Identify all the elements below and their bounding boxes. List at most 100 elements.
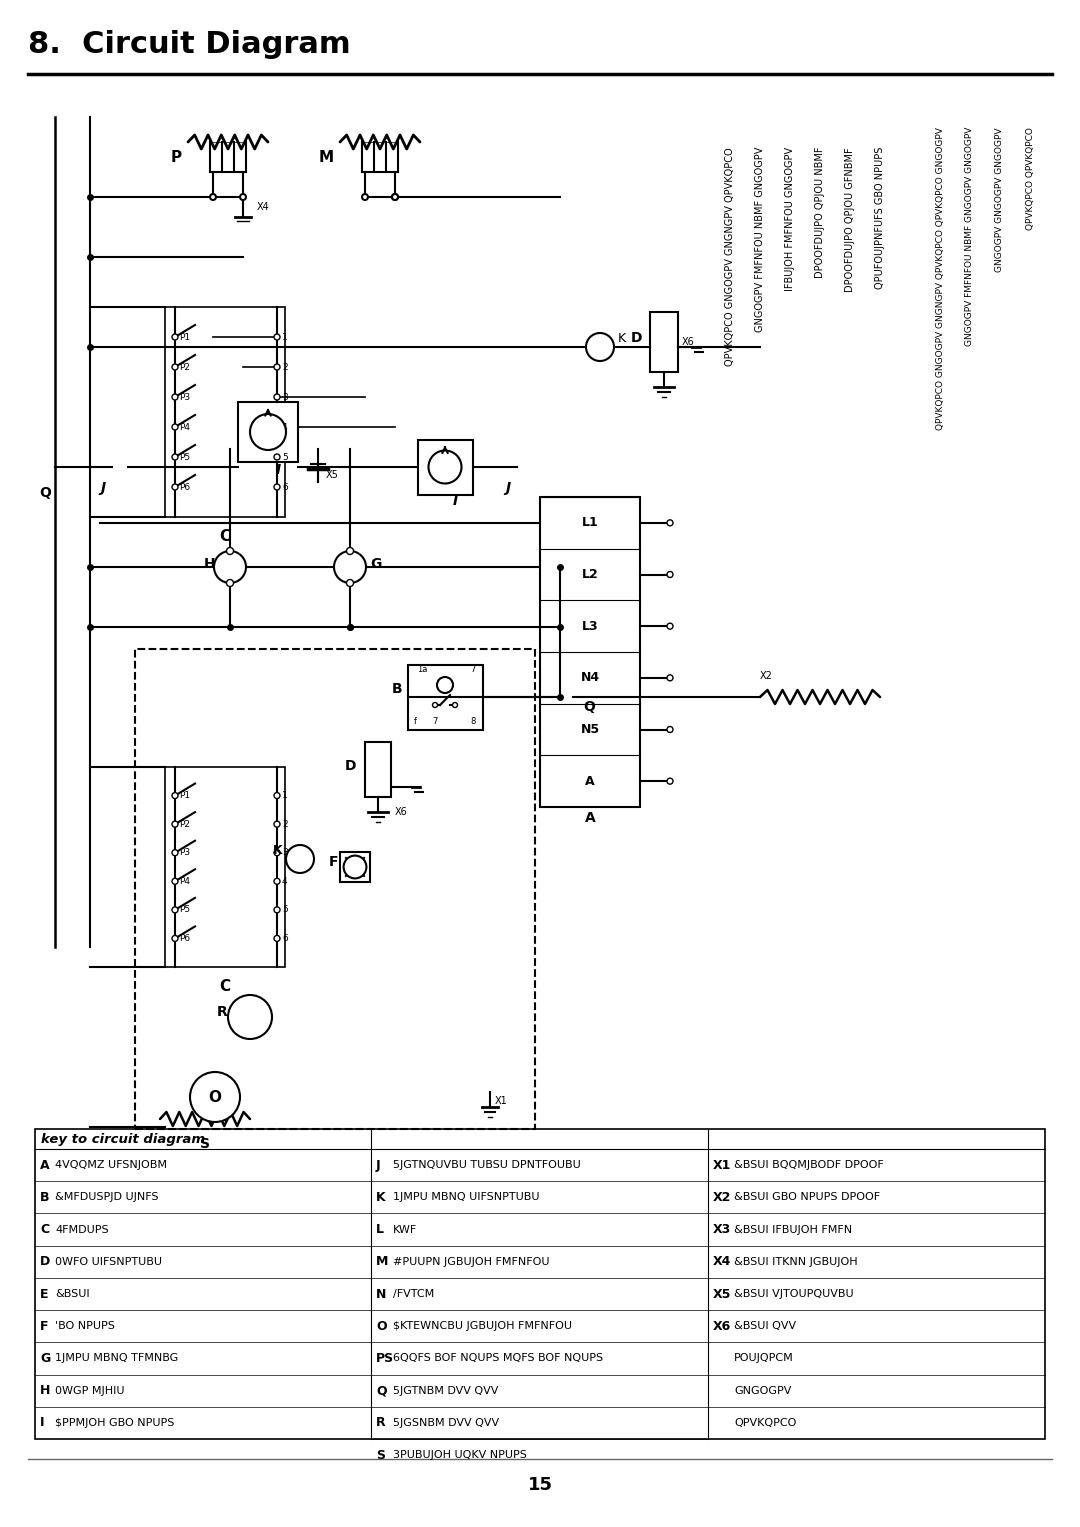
Text: 4: 4 [282,876,287,886]
Text: &BSUI BQQMJBODF DPOOF: &BSUI BQQMJBODF DPOOF [734,1161,883,1170]
Text: 2: 2 [282,362,287,371]
Text: PS: PS [376,1351,394,1365]
Text: &BSUI VJTOUPQUVBU: &BSUI VJTOUPQUVBU [734,1289,853,1299]
Circle shape [172,793,178,799]
Circle shape [249,414,286,450]
Text: X5: X5 [326,470,339,479]
Text: C: C [219,528,230,544]
Text: X1: X1 [495,1096,508,1106]
Text: 8: 8 [470,718,475,727]
Text: R: R [217,1005,228,1019]
Text: X5: X5 [713,1287,731,1301]
Text: POUJQPCM: POUJQPCM [734,1353,794,1364]
Circle shape [228,996,272,1038]
Circle shape [362,194,368,200]
Circle shape [274,936,280,942]
Text: K: K [618,333,626,345]
Bar [650,312,678,373]
Text: 6: 6 [282,935,287,944]
Text: /FVTCM: /FVTCM [393,1289,434,1299]
Circle shape [343,855,366,878]
Text: M: M [376,1255,389,1269]
Text: P: P [171,150,183,165]
Text: O: O [208,1089,221,1104]
Circle shape [274,849,280,855]
Text: &MFDUSPJD UJNFS: &MFDUSPJD UJNFS [55,1193,159,1202]
Circle shape [667,519,673,525]
Text: X6: X6 [681,337,694,347]
Text: #PUUPN JGBUJOH FMFNFOU: #PUUPN JGBUJOH FMFNFOU [393,1257,550,1267]
Text: 5JGSNBM DVV QVV: 5JGSNBM DVV QVV [393,1419,499,1428]
Text: key to circuit diagram: key to circuit diagram [41,1133,205,1145]
Text: R: R [376,1417,386,1429]
Text: 3: 3 [282,847,287,857]
Circle shape [172,484,178,490]
Circle shape [274,334,280,341]
Circle shape [286,844,314,873]
Circle shape [667,779,673,785]
Text: 5JGTNQUVBU TUBSU DPNTFOUBU: 5JGTNQUVBU TUBSU DPNTFOUBU [393,1161,581,1170]
Text: 3PUBUJOH UQKV NPUPS: 3PUBUJOH UQKV NPUPS [393,1451,527,1460]
Ellipse shape [114,452,125,481]
Text: P2: P2 [179,820,190,829]
Text: C: C [40,1223,49,1235]
Text: X2: X2 [713,1191,731,1203]
Bar [407,664,483,730]
Text: 6QQFS BOF NQUPS MQFS BOF NQUPS: 6QQFS BOF NQUPS MQFS BOF NQUPS [393,1353,603,1364]
Text: S: S [200,1138,210,1151]
Text: IFBUJOH FMFNFOU GNGOGPV: IFBUJOH FMFNFOU GNGOGPV [785,147,795,292]
Text: $PPMJOH GBO NPUPS: $PPMJOH GBO NPUPS [55,1419,174,1428]
Circle shape [274,425,280,431]
Text: X3: X3 [713,1223,731,1235]
Text: GNGOGPV FMFNFOU NBMF GNGOGPV: GNGOGPV FMFNFOU NBMF GNGOGPV [755,147,765,333]
Text: 1JMPU MBNQ TFMNBG: 1JMPU MBNQ TFMNBG [55,1353,178,1364]
Text: N4: N4 [580,672,599,684]
Circle shape [190,1072,240,1122]
Text: X4: X4 [257,202,270,212]
Text: L: L [376,1223,384,1235]
Text: L3: L3 [582,620,598,632]
Text: QPVKQPCO GNGOGPV GNGNGPV QPVKQPCO QPVKQPCO GNGOGPV: QPVKQPCO GNGOGPV GNGNGPV QPVKQPCO QPVKQP… [935,127,945,431]
Text: 1JMPU MBNQ UIFSNPTUBU: 1JMPU MBNQ UIFSNPTUBU [393,1193,540,1202]
Circle shape [172,849,178,855]
Circle shape [172,454,178,460]
Text: H: H [204,557,216,571]
Circle shape [274,822,280,828]
Text: X6: X6 [713,1319,731,1333]
Text: f: f [414,718,417,727]
FancyBboxPatch shape [21,82,1059,1454]
Ellipse shape [54,455,66,489]
Circle shape [214,551,246,583]
Text: 15: 15 [527,1477,553,1493]
Text: &BSUI: &BSUI [55,1289,90,1299]
Text: P2: P2 [179,362,190,371]
Text: GNGOGPV FMFNFOU NBMF GNGOGPV GNGOGPV: GNGOGPV FMFNFOU NBMF GNGOGPV GNGOGPV [966,127,974,347]
Text: 1a: 1a [417,664,428,673]
Circle shape [274,484,280,490]
Bar [35,1128,1045,1438]
Text: 0WGP MJHIU: 0WGP MJHIU [55,1385,124,1396]
Circle shape [274,793,280,799]
Circle shape [437,676,453,693]
Text: P1: P1 [179,333,190,342]
Text: C: C [219,979,230,994]
Circle shape [172,394,178,400]
Text: QPVKQPCO QPVKQPCO: QPVKQPCO QPVKQPCO [1026,127,1035,231]
Text: P3: P3 [179,392,190,402]
Circle shape [453,702,458,707]
Text: I: I [40,1417,44,1429]
Text: P5: P5 [179,452,190,461]
Text: D: D [40,1255,51,1269]
Bar [165,307,285,518]
Text: P6: P6 [179,935,190,944]
Text: 5: 5 [282,452,287,461]
Text: 6: 6 [282,483,287,492]
Text: 1: 1 [282,791,287,800]
Text: Q: Q [39,486,51,499]
Bar [165,767,285,967]
Text: M: M [319,150,334,165]
Text: 4FMDUPS: 4FMDUPS [55,1225,109,1234]
Text: E: E [40,1287,49,1301]
Text: Q: Q [376,1383,387,1397]
Text: 1: 1 [282,333,287,342]
